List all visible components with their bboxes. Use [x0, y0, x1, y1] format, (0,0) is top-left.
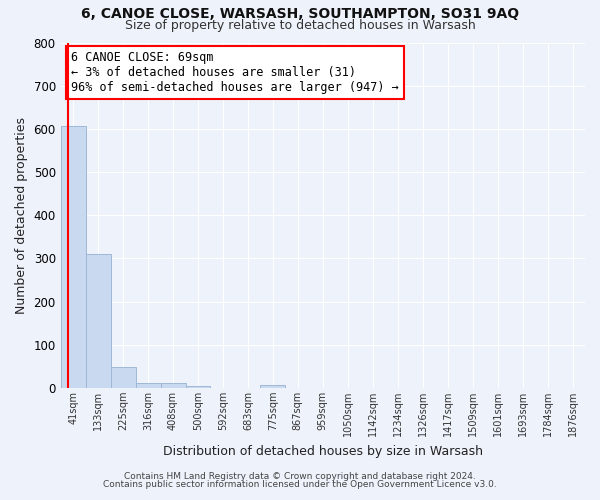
Text: Contains public sector information licensed under the Open Government Licence v3: Contains public sector information licen…	[103, 480, 497, 489]
Bar	[110, 368, 136, 388]
Text: 6, CANOE CLOSE, WARSASH, SOUTHAMPTON, SO31 9AQ: 6, CANOE CLOSE, WARSASH, SOUTHAMPTON, SO…	[81, 8, 519, 22]
X-axis label: Distribution of detached houses by size in Warsash: Distribution of detached houses by size …	[163, 444, 483, 458]
Text: 6 CANOE CLOSE: 69sqm
← 3% of detached houses are smaller (31)
96% of semi-detach: 6 CANOE CLOSE: 69sqm ← 3% of detached ho…	[71, 51, 399, 94]
Bar	[86, 254, 110, 388]
Bar	[61, 126, 86, 388]
Bar	[260, 385, 286, 388]
Bar	[161, 383, 185, 388]
Bar	[185, 386, 211, 388]
Text: Contains HM Land Registry data © Crown copyright and database right 2024.: Contains HM Land Registry data © Crown c…	[124, 472, 476, 481]
Text: Size of property relative to detached houses in Warsash: Size of property relative to detached ho…	[125, 18, 475, 32]
Bar	[136, 384, 161, 388]
Y-axis label: Number of detached properties: Number of detached properties	[15, 117, 28, 314]
